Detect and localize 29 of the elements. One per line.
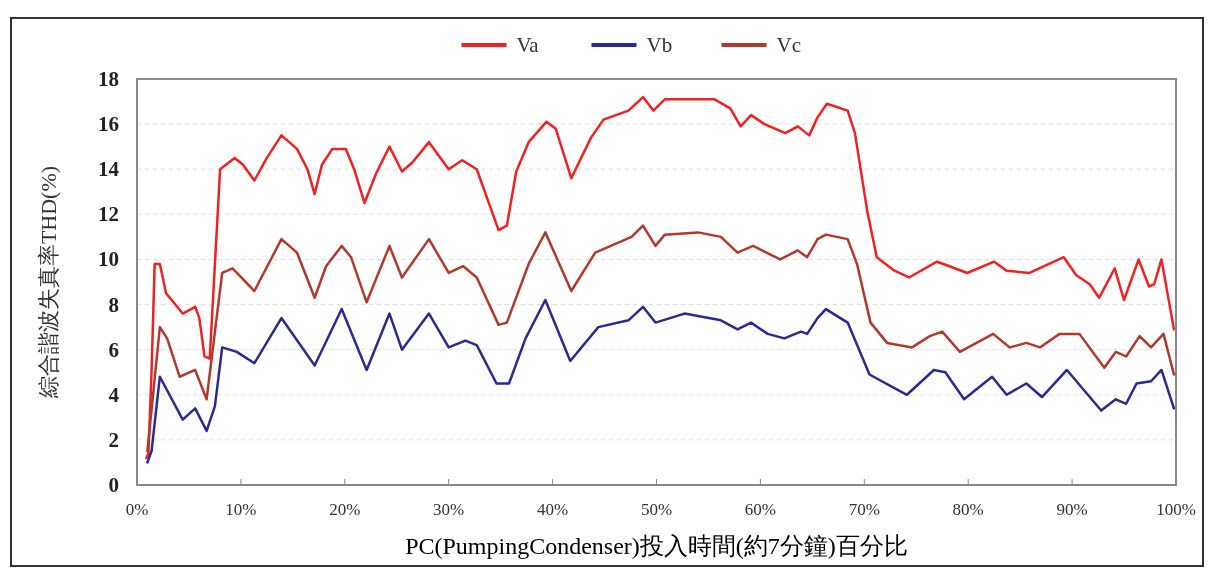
x-tick-label: 30% bbox=[433, 500, 465, 519]
x-tick-label: 80% bbox=[952, 500, 984, 519]
x-tick-label: 40% bbox=[537, 500, 569, 519]
y-tick-label: 2 bbox=[108, 427, 119, 452]
x-tick-label: 20% bbox=[329, 500, 361, 519]
legend-label: Va bbox=[516, 33, 540, 57]
x-tick-label: 70% bbox=[848, 500, 880, 519]
x-tick-label: 50% bbox=[640, 500, 673, 519]
y-tick-label: 14 bbox=[98, 157, 120, 182]
line-series bbox=[146, 224, 1176, 453]
x-axis-title: PC(PumpingCondenser)投入時間(約7分鐘)百分比 bbox=[405, 533, 908, 559]
y-tick-label: 18 bbox=[98, 67, 119, 91]
y-tick-label: 12 bbox=[98, 202, 119, 227]
x-tick-label: 10% bbox=[225, 500, 257, 519]
legend-label: Vc bbox=[776, 33, 801, 57]
y-tick-label: 0 bbox=[108, 473, 119, 497]
y-tick-label: 10 bbox=[98, 247, 119, 272]
y-axis-title: 綜合諧波失真率THD(%) bbox=[36, 165, 61, 400]
x-tick-label: 60% bbox=[744, 500, 776, 519]
legend-label: Vb bbox=[646, 33, 673, 57]
line-series bbox=[145, 95, 1176, 460]
y-tick-label: 16 bbox=[98, 112, 119, 137]
y-tick-label: 6 bbox=[108, 337, 119, 362]
x-tick-label: 90% bbox=[1056, 500, 1088, 519]
y-tick-label: 4 bbox=[108, 382, 120, 407]
x-tick-label: 0% bbox=[125, 500, 149, 519]
y-tick-label: 8 bbox=[108, 292, 119, 317]
x-tick-label: 100% bbox=[1156, 500, 1196, 519]
line-series bbox=[146, 298, 1176, 464]
